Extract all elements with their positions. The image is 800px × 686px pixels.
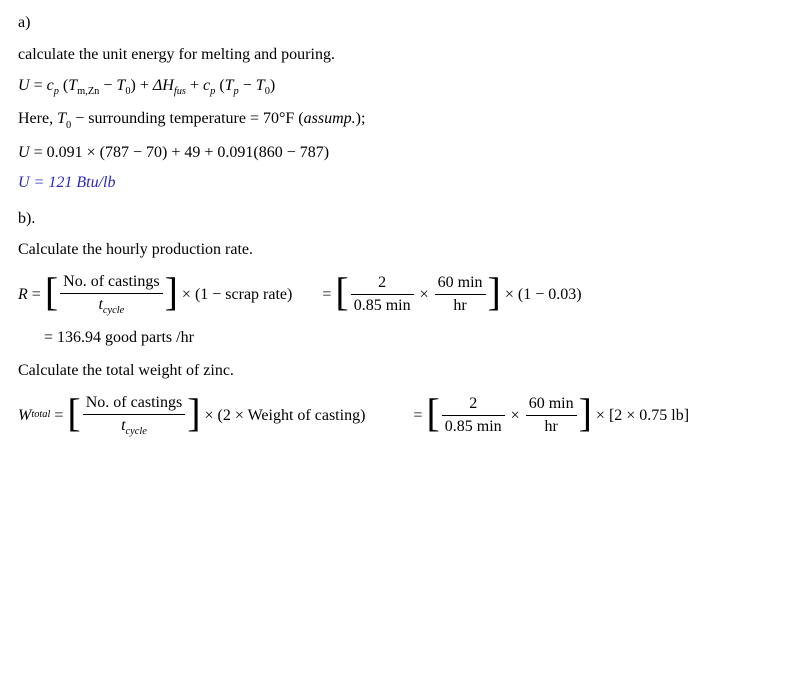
frac3-den: hr — [435, 294, 486, 317]
c1: 0.091 — [47, 144, 83, 161]
Tp-sub: p — [234, 86, 239, 97]
rb3: ] — [187, 393, 200, 433]
Tp: T — [225, 77, 234, 94]
frac2-den: 0.85 min — [351, 294, 414, 317]
frac1: No. of castings tcycle — [60, 271, 162, 318]
tp: 860 — [259, 144, 283, 161]
rp1: ) — [131, 77, 140, 94]
Tm-sub: m,Zn — [77, 86, 99, 97]
frac2-num: 2 — [351, 272, 414, 294]
r-numeric: = [ 2 0.85 min × 60 min hr ] × (1 − 0.03… — [322, 272, 581, 316]
plus2: + — [190, 77, 203, 94]
eq1: = — [34, 77, 47, 94]
lb2: [ — [335, 272, 348, 312]
tcyc2-sub: cycle — [126, 426, 147, 437]
frac1-num: No. of castings — [60, 271, 162, 293]
U2: U — [18, 144, 30, 161]
T01-sub: 0 — [125, 86, 130, 97]
frac3: 60 min hr — [435, 272, 486, 316]
cp2-sub: p — [210, 86, 215, 97]
tcyc2: t — [121, 417, 125, 434]
assumption-line: Here, T0 − surrounding temperature = 70°… — [18, 108, 782, 132]
scrap: (1 − scrap rate) — [195, 284, 292, 306]
rp2: ) — [270, 77, 275, 94]
cp1: c — [47, 77, 54, 94]
Tm: T — [68, 77, 77, 94]
eqW: = — [50, 405, 67, 427]
t1: 787 — [105, 144, 129, 161]
lb4: [ — [426, 393, 439, 433]
frac1-den: tcycle — [60, 293, 162, 318]
eqR2: = — [322, 284, 335, 306]
W: W — [18, 405, 31, 427]
W-sub: total — [31, 408, 50, 422]
lb3: [ — [67, 393, 80, 433]
rb4: ] — [579, 393, 592, 433]
assump-rp: ); — [356, 110, 366, 127]
cp1-sub: p — [54, 86, 59, 97]
frac5-den: 0.85 min — [442, 415, 505, 438]
u-result: U = 121 Btu/lb — [18, 172, 782, 194]
mult2: × — [501, 284, 518, 306]
eqW2: = — [413, 405, 426, 427]
eqR: = — [28, 284, 45, 306]
c1b: 0.091 — [217, 144, 253, 161]
frac3-num: 60 min — [435, 272, 486, 294]
frac5-num: 2 — [442, 393, 505, 415]
frac5: 2 0.85 min — [442, 393, 505, 437]
frac2: 2 0.85 min — [351, 272, 414, 316]
T0a-sub: 0 — [66, 120, 71, 131]
dH-sub: fus — [174, 86, 186, 97]
T02: T — [256, 77, 265, 94]
part-b-label: b). — [18, 208, 782, 230]
T02-sub: 0 — [265, 86, 270, 97]
frac6-den: hr — [526, 415, 577, 438]
frac4-den: tcycle — [83, 414, 185, 439]
part-b-prompt2: Calculate the total weight of zinc. — [18, 360, 782, 382]
minus1: − — [103, 77, 116, 94]
w-symbolic: Wtotal = [ No. of castings tcycle ] × (2… — [18, 392, 365, 439]
rb1: ] — [165, 272, 178, 312]
tm: 787 — [300, 144, 324, 161]
sym-U: U — [18, 77, 30, 94]
frac4-num: No. of castings — [83, 392, 185, 414]
w-numeric: = [ 2 0.85 min × 60 min hr ] × [2 × 0.75… — [413, 393, 689, 437]
plus1: + — [140, 77, 153, 94]
lb1: [ — [45, 272, 58, 312]
T0a: T — [57, 110, 66, 127]
weight-expr: (2 × Weight of casting) — [218, 405, 366, 427]
r-answer: = 136.94 good parts /hr — [44, 327, 782, 349]
mult3: × — [201, 405, 218, 427]
part-a-prompt: calculate the unit energy for melting an… — [18, 44, 782, 66]
frac6: 60 min hr — [526, 393, 577, 437]
dH: ΔH — [153, 77, 174, 94]
scrap-num: (1 − 0.03) — [518, 284, 582, 306]
result-text: U = 121 Btu/lb — [18, 174, 115, 191]
u-formula-symbolic: U = cp (Tm,Zn − T0) + ΔHfus + cp (Tp − T… — [18, 75, 782, 99]
mult4: × — [592, 405, 609, 427]
R: R — [18, 284, 28, 306]
times2: × — [507, 405, 524, 427]
frac6-num: 60 min — [526, 393, 577, 415]
t0: 70 — [146, 144, 162, 161]
part-b-prompt1: Calculate the hourly production rate. — [18, 239, 782, 261]
h: 49 — [184, 144, 200, 161]
here: Here, — [18, 110, 57, 127]
weight-num: [2 × 0.75 lb] — [609, 405, 689, 427]
assump-text: − surrounding temperature = 70°F — [75, 110, 298, 127]
minus2: − — [243, 77, 256, 94]
frac4: No. of castings tcycle — [83, 392, 185, 439]
T01: T — [116, 77, 125, 94]
part-a-label: a) — [18, 12, 782, 34]
times1: × — [416, 284, 433, 306]
tcyc-sub: cycle — [103, 305, 124, 316]
r-symbolic: R = [ No. of castings tcycle ] × (1 − sc… — [18, 271, 292, 318]
u-numeric: U = 0.091 × (787 − 70) + 49 + 0.091(860 … — [18, 142, 782, 164]
assump-word: assump. — [304, 110, 356, 127]
mult1: × — [178, 284, 195, 306]
rb2: ] — [488, 272, 501, 312]
